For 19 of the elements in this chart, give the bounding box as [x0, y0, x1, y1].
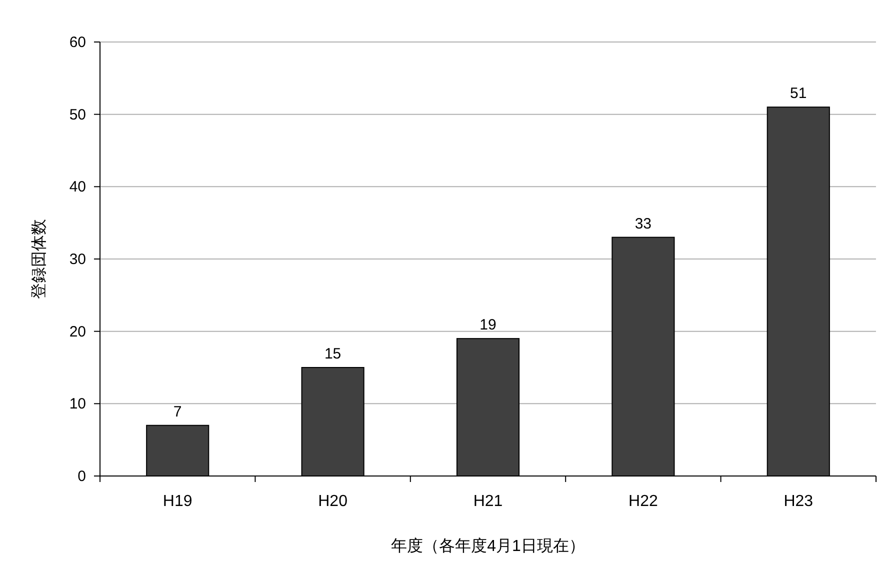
y-tick-label: 50: [69, 106, 86, 124]
data-label: 33: [634, 215, 652, 232]
x-tick-label: H20: [318, 493, 348, 510]
y-tick-label: 40: [69, 178, 86, 196]
y-tick-label: 10: [69, 396, 86, 413]
x-axis-title: 年度（各年度4月1日現在）: [391, 537, 585, 555]
x-tick-label: H21: [473, 493, 503, 510]
y-tick-label: 30: [69, 251, 86, 268]
data-label: 15: [324, 346, 342, 362]
x-tick-label: H19: [162, 493, 192, 510]
y-tick-label: 20: [69, 323, 86, 340]
x-tick-label: H22: [628, 493, 658, 510]
y-axis-title: 登録団体数: [31, 219, 48, 299]
y-tick-label: 0: [78, 468, 86, 485]
x-tick-label: H23: [784, 493, 814, 510]
data-label: 51: [790, 85, 807, 102]
data-label: 7: [173, 403, 182, 420]
data-label: 19: [480, 316, 496, 334]
y-tick-label: 60: [69, 34, 86, 51]
